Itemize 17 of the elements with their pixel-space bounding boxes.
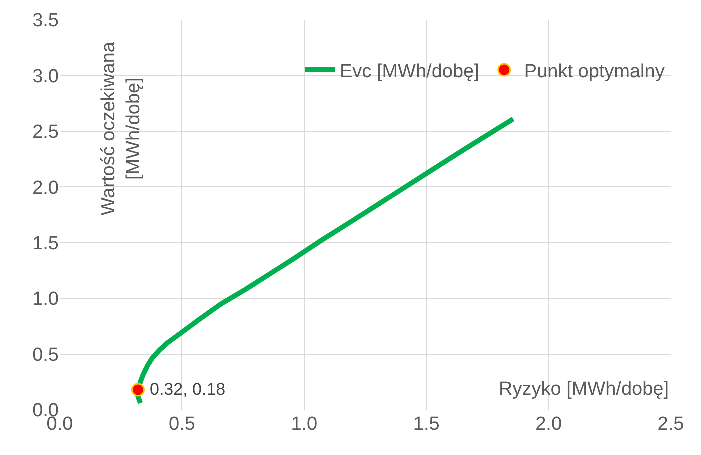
annotation: 0.32, 0.18	[150, 380, 226, 399]
y-tick-label: 1.5	[32, 234, 59, 255]
x-tick-label: 2.5	[658, 414, 684, 435]
y-tick-label: 3.5	[32, 10, 59, 32]
legend-label: Punkt optymalny	[524, 61, 666, 82]
legend-label: Evc [MWh/dobę]	[340, 61, 480, 82]
x-tick-label: 1.5	[413, 414, 440, 435]
y-tick-label: 2.5	[32, 122, 59, 144]
y-tick-label: 0.5	[32, 344, 59, 366]
y-tick-label: 2.0	[32, 178, 59, 199]
x-tick-label: 1.0	[291, 414, 318, 435]
x-axis-title: Ryzyko [MWh/dobę]	[499, 379, 669, 400]
y-tick-label: 3.0	[32, 66, 59, 88]
x-tick-label: 0.5	[168, 414, 196, 435]
x-tick-label: 2.0	[536, 414, 562, 435]
y-axis-title: Wartość oczekiwana [MWh/dobę]	[98, 42, 144, 216]
y-tick-label: 1.0	[32, 289, 59, 310]
